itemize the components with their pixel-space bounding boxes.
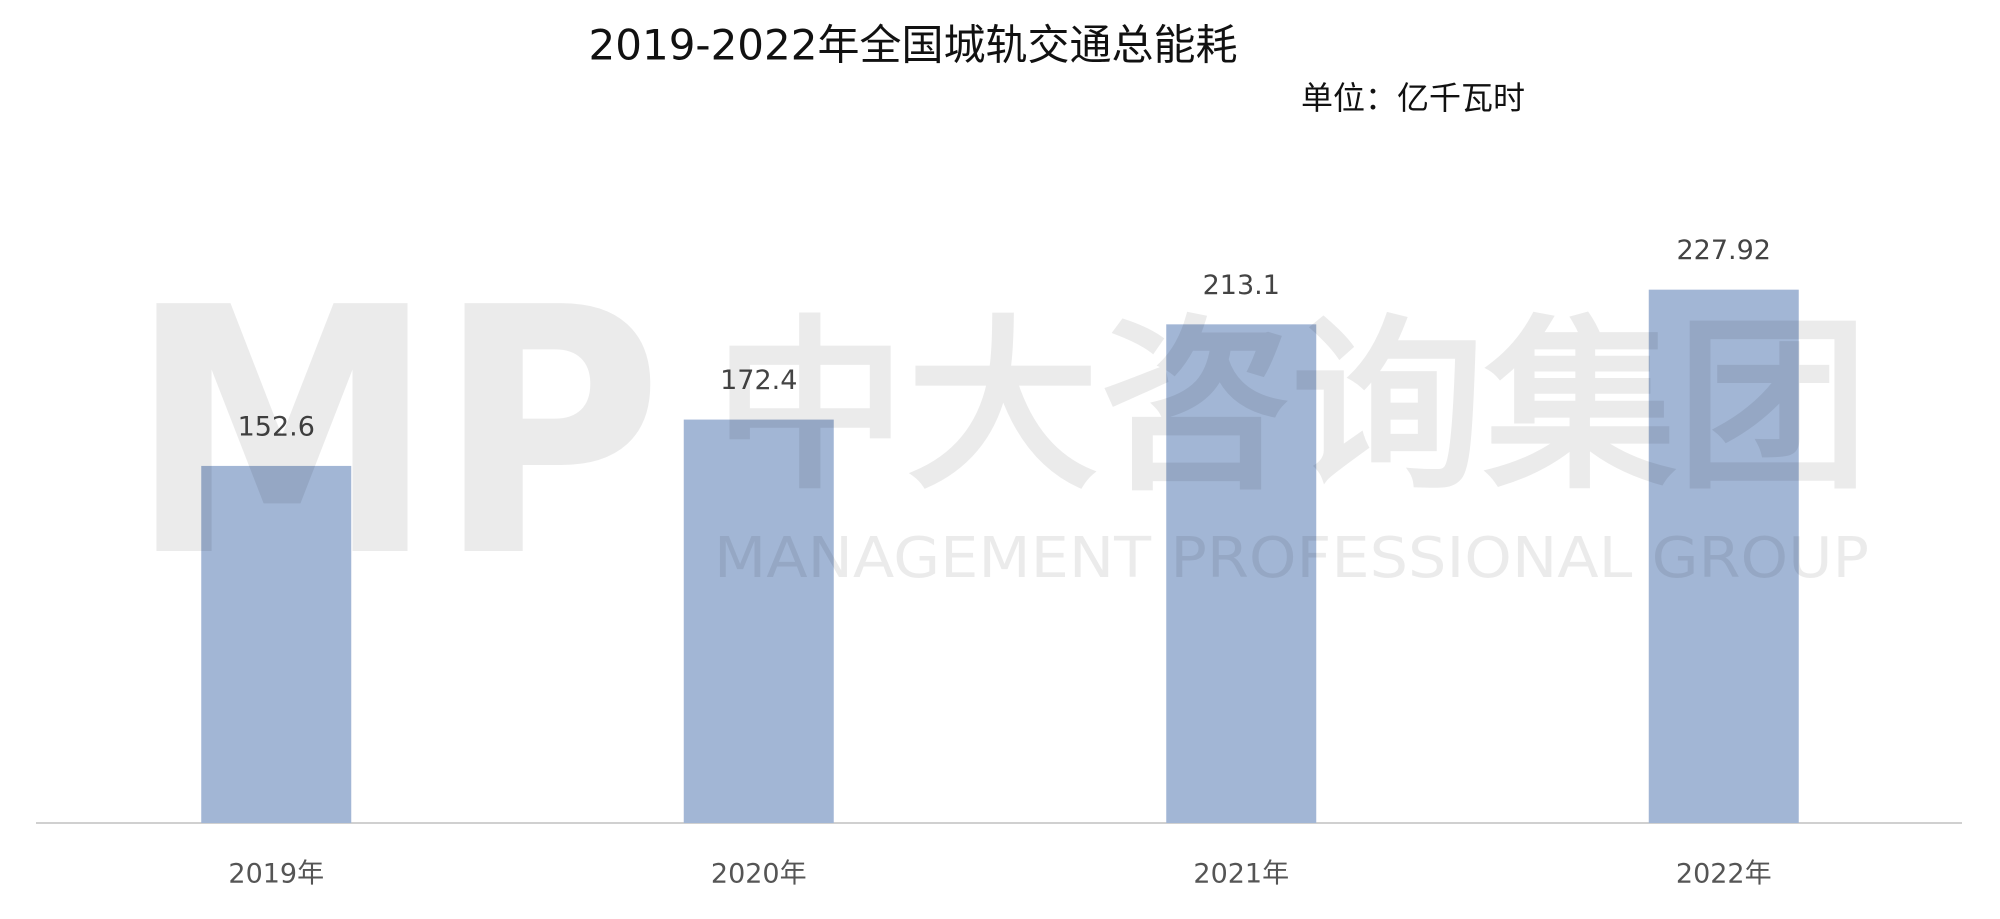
x-tick-label: 2022年: [1676, 859, 1772, 890]
watermark-english: MANAGEMENT PROFESSIONAL GROUP: [714, 526, 1869, 591]
value-label: 227.92: [1677, 235, 1771, 266]
bar: [1648, 289, 1799, 823]
bar: [201, 465, 352, 823]
watermark-name: 中大咨询集团: [714, 299, 1869, 515]
watermark-logo: MP: [128, 236, 663, 632]
chart-title: 2019-2022年全国城轨交通总能耗: [589, 21, 1238, 70]
bar: [683, 419, 834, 823]
value-label: 172.4: [720, 365, 797, 396]
value-label: 213.1: [1203, 270, 1280, 301]
value-label: 152.6: [238, 411, 315, 442]
x-tick-label: 2019年: [228, 859, 324, 890]
x-tick-label: 2021年: [1193, 859, 1289, 890]
bar: [1166, 324, 1317, 823]
x-tick-label: 2020年: [711, 859, 807, 890]
chart-subtitle: 单位：亿千瓦时: [1301, 79, 1525, 117]
